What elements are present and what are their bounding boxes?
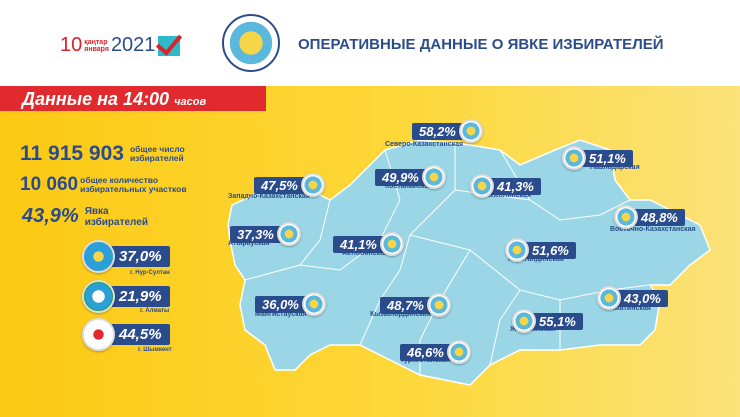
month-kz: қаңтар	[84, 38, 108, 46]
region-name: Павлодарская	[590, 164, 640, 171]
region-turnout: 41,1%	[333, 232, 404, 256]
region-value: 55,1%	[532, 312, 583, 330]
region-emblem-icon	[470, 174, 494, 198]
region-value: 36,0%	[255, 295, 306, 313]
shymkent-logo-icon	[82, 318, 115, 351]
region-name: Жамбылская	[510, 326, 556, 333]
stat-value: 43,9%	[22, 205, 79, 227]
region-emblem-icon	[421, 165, 446, 189]
region-value: 46,6%	[400, 343, 451, 361]
header	[0, 0, 740, 86]
region-value: 48,8%	[634, 208, 685, 226]
region-emblem-icon	[446, 340, 471, 364]
region-turnout: 41,3%	[470, 174, 541, 198]
region-value: 43,0%	[617, 289, 668, 307]
city-shymkent: 44,5%	[82, 318, 170, 351]
region-name: Северо-Казахстанская	[385, 141, 464, 148]
total-voters: 11 915 903 общее число избирателей	[20, 142, 185, 166]
region-emblem-icon	[614, 205, 638, 229]
date-day: 10	[60, 34, 83, 56]
region-name: Алматинская	[605, 305, 651, 312]
region-name: Туркестанская	[400, 357, 451, 364]
region-value: 37,3%	[230, 225, 281, 243]
region-value: 41,1%	[333, 235, 384, 253]
stat-label: общее количество избирательных участков	[80, 175, 187, 194]
region-turnout: 43,0%	[597, 286, 668, 310]
banner-suffix: часов	[174, 96, 207, 108]
page-title: ОПЕРАТИВНЫЕ ДАННЫЕ О ЯВКЕ ИЗБИРАТЕЛЕЙ	[298, 36, 664, 53]
date-year: 2021	[110, 34, 156, 56]
polling-stations: 10 060 общее количество избирательных учас…	[20, 174, 187, 196]
region-turnout: 51,1%	[562, 146, 633, 170]
turnout: 43,9% Явка избирателей	[22, 205, 148, 228]
region-name: Мангистауская	[255, 311, 307, 318]
region-name: Атырауская	[228, 240, 270, 247]
almaty-emblem-icon	[82, 280, 115, 313]
region-turnout: 46,6%	[400, 340, 471, 364]
region-name: Акмолинская	[485, 192, 532, 199]
region-turnout: 58,2%	[412, 119, 483, 143]
region-emblem-icon	[458, 119, 483, 143]
region-emblem-icon	[505, 238, 529, 262]
region-emblem-icon	[597, 286, 621, 310]
region-turnout: 55,1%	[512, 309, 583, 333]
city-nur-sultan: 37,0%	[82, 240, 170, 273]
region-name: Восточно-Казахстанская	[610, 226, 696, 233]
region-emblem-icon	[426, 293, 451, 317]
stat-label: общее число избирателей	[129, 144, 185, 163]
city-value: 37,0%	[111, 246, 170, 267]
region-emblem-icon	[379, 232, 404, 256]
date-month: қаңтар января	[84, 39, 109, 53]
city-name: г. Нур-Султан	[130, 270, 170, 276]
region-turnout: 51,6%	[505, 238, 576, 262]
region-turnout: 48,7%	[380, 293, 451, 317]
region-value: 41,3%	[490, 177, 541, 195]
region-emblem-icon	[512, 309, 536, 333]
city-almaty: 21,9%	[82, 280, 170, 313]
region-turnout: 47,5%	[254, 173, 325, 197]
region-value: 48,7%	[380, 296, 431, 314]
region-value: 49,9%	[375, 168, 426, 186]
region-name: Западно-Казахстанская	[228, 193, 310, 200]
city-value: 21,9%	[111, 286, 170, 307]
city-name: г. Шымкент	[138, 347, 172, 353]
region-emblem-icon	[301, 292, 326, 316]
city-value: 44,5%	[111, 324, 170, 345]
nur-sultan-emblem-icon	[82, 240, 115, 273]
region-value: 58,2%	[412, 122, 463, 140]
region-turnout: 49,9%	[375, 165, 446, 189]
cec-emblem-logo	[222, 14, 280, 72]
stat-value: 11 915 903	[20, 142, 124, 165]
banner-main: Данные на 14:00	[22, 89, 170, 109]
checkmark-icon	[158, 35, 181, 56]
city-name: г. Алматы	[140, 308, 170, 314]
time-banner: Данные на 14:00 часов	[0, 86, 266, 111]
region-value: 51,1%	[582, 149, 633, 167]
region-turnout: 36,0%	[255, 292, 326, 316]
region-emblem-icon	[276, 222, 301, 246]
region-value: 47,5%	[254, 176, 305, 194]
region-emblem-icon	[300, 173, 325, 197]
region-name: Карагандинская	[508, 256, 564, 263]
region-value: 51,6%	[525, 241, 576, 259]
region-name: Кызылординская	[370, 311, 431, 318]
region-emblem-icon	[562, 146, 586, 170]
month-ru: января	[84, 45, 109, 53]
region-turnout: 37,3%	[230, 222, 301, 246]
region-name: Актюбинская	[342, 250, 389, 257]
election-date: 10 қаңтар января 2021	[60, 34, 181, 57]
region-name: Костанайская	[385, 183, 433, 190]
stat-label: Явка избирателей	[84, 205, 148, 228]
stat-value: 10 060	[20, 174, 79, 195]
country-outline	[227, 139, 711, 386]
region-turnout: 48,8%	[614, 205, 685, 229]
